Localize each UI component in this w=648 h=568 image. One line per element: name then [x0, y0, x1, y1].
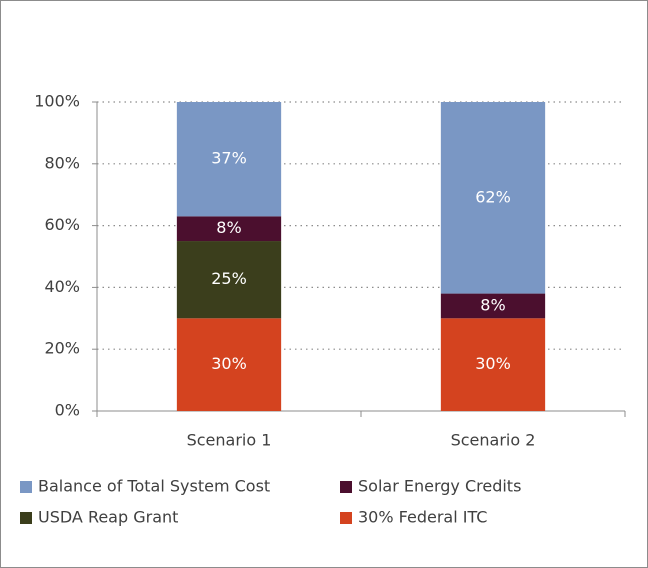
- y-tick-label: 60%: [44, 215, 80, 234]
- y-tick-label: 100%: [34, 92, 80, 111]
- y-tick-label: 80%: [44, 153, 80, 172]
- bar-segment: [440, 102, 546, 294]
- x-tick-label: Scenario 1: [187, 431, 272, 450]
- bar-segment: [440, 318, 546, 411]
- y-tick-label: 20%: [44, 339, 80, 358]
- bar-segment: [176, 318, 282, 411]
- bar-segment: [176, 241, 282, 319]
- legend-swatch: [20, 512, 32, 524]
- legend-swatch: [340, 481, 352, 493]
- data-label: 62%: [475, 187, 511, 206]
- data-label: 8%: [216, 218, 241, 237]
- y-tick-label: 40%: [44, 277, 80, 296]
- data-label: 30%: [211, 354, 247, 373]
- data-label: 8%: [480, 295, 505, 314]
- legend-swatch: [20, 481, 32, 493]
- data-label: 37%: [211, 149, 247, 168]
- x-tick-label: Scenario 2: [451, 431, 536, 450]
- legend-label: USDA Reap Grant: [38, 508, 178, 527]
- legend-label: Solar Energy Credits: [358, 477, 521, 496]
- bar-segment: [440, 293, 546, 319]
- legend-swatch: [340, 512, 352, 524]
- bar-segment: [176, 102, 282, 217]
- data-label: 30%: [475, 354, 511, 373]
- legend-label: 30% Federal ITC: [358, 508, 487, 527]
- legend-label: Balance of Total System Cost: [38, 477, 270, 496]
- data-label: 25%: [211, 269, 247, 288]
- bar-segment: [176, 216, 282, 242]
- y-tick-label: 0%: [55, 401, 80, 420]
